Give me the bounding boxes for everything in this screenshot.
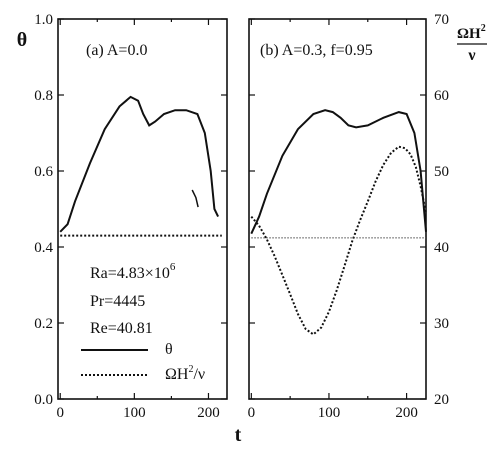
right-axis-label: ΩH2 ν (457, 23, 487, 64)
x-tick-label: 200 (395, 405, 418, 421)
legend-theta-label: θ (165, 341, 173, 358)
y-tick-label: 20 (434, 392, 449, 408)
y-tick-label: 0.8 (34, 88, 53, 104)
legend: θ ΩH2/ν (81, 341, 205, 383)
panel-b-series-omega-line (250, 145, 427, 336)
param-ra: Ra=4.83×106 (90, 261, 176, 282)
panel-a-title: (a) A=0.0 (86, 42, 147, 59)
y-tick-label: 60 (434, 88, 449, 104)
x-tick-label: 200 (197, 405, 220, 421)
x-tick-label: 0 (56, 405, 64, 421)
y-tick-label: 40 (434, 240, 449, 256)
left-axis-label: θ (17, 29, 27, 51)
bottom-axis-label: t (235, 424, 242, 446)
y-tick-label: 0.6 (34, 164, 53, 180)
x-tick-label: 0 (248, 405, 256, 421)
y-tick-label: 70 (434, 12, 449, 28)
panel-b-series-theta-line (250, 109, 427, 235)
panel-a-frame (57, 18, 228, 400)
y-tick-label: 0.2 (34, 316, 53, 332)
panel-b-frame (248, 18, 427, 400)
x-tick-label: 100 (123, 405, 146, 421)
ticks-layer: 0 100 200 0.0 0.2 0.4 0.6 0.8 1.0 0 100 200 20 30 40 50… (34, 12, 449, 421)
panel-a-series-theta-line (59, 95, 219, 233)
param-re: Re=40.81 (90, 320, 153, 337)
y-tick-label: 0.0 (34, 392, 53, 408)
right-axis-label-denominator: ν (467, 47, 475, 64)
series-layer (59, 95, 427, 336)
panel-a-series-fragment-line (191, 189, 199, 208)
panel-b-title: (b) A=0.3, f=0.95 (260, 42, 373, 59)
legend-omega-label: ΩH2/ν (165, 364, 205, 383)
y-tick-label: 0.4 (34, 240, 53, 256)
x-tick-label: 100 (318, 405, 341, 421)
y-tick-label: 1.0 (34, 12, 53, 28)
right-axis-label-numerator: ΩH2 (457, 23, 486, 42)
y-tick-label: 30 (434, 316, 449, 332)
param-pr: Pr=4445 (90, 293, 145, 310)
y-tick-label: 50 (434, 164, 449, 180)
